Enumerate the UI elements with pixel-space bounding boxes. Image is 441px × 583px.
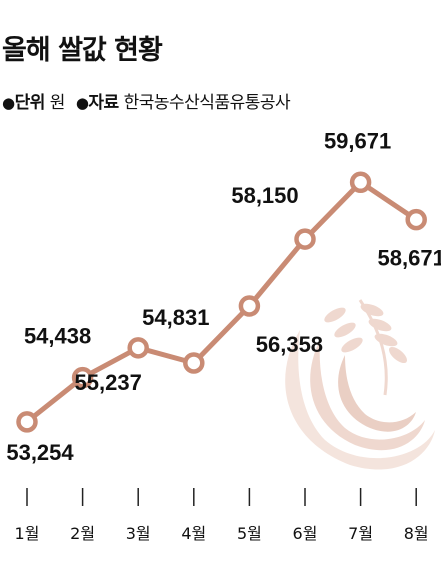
unit-label: 단위: [14, 93, 46, 113]
data-point: [16, 411, 38, 433]
data-point: [294, 228, 316, 250]
data-point: [183, 352, 205, 374]
x-tick-label: 1월: [15, 524, 40, 543]
data-label: 53,254: [6, 440, 74, 465]
x-tick-label: 4월: [181, 524, 206, 543]
data-point: [127, 337, 149, 359]
source-bullet-icon: ●: [75, 94, 89, 112]
x-tick-label: 2월: [70, 524, 95, 543]
source-label: 자료: [88, 93, 119, 113]
x-tick-label: 6월: [293, 524, 318, 543]
data-point: [71, 366, 94, 389]
chart-subtitle: ●단위 원 ●자료 한국농수산식품유통공사: [2, 88, 296, 113]
rice-plant-icon: [285, 299, 435, 470]
data-point: [405, 208, 427, 231]
data-point: [238, 295, 261, 317]
chart-title: 올해 쌀값 현황: [2, 35, 163, 66]
unit-bullet-icon: ●: [2, 94, 15, 112]
x-tick-label: 3월: [126, 524, 151, 543]
x-tick-label: 5월: [237, 524, 262, 543]
data-label: 54,831: [142, 305, 209, 330]
data-label: 54,438: [24, 324, 91, 349]
data-point: [349, 171, 372, 194]
source-value: 한국농수산식품유통공사: [123, 93, 291, 113]
data-label: 58,150: [231, 183, 298, 208]
data-label: 55,237: [75, 370, 142, 395]
data-label: 56,358: [256, 332, 323, 357]
unit-value: 원: [49, 93, 66, 113]
data-label: 59,671: [324, 128, 391, 153]
x-tick-label: 8월: [404, 524, 429, 543]
data-label: 58,671: [378, 246, 441, 271]
x-tick-label: 7월: [348, 524, 373, 543]
